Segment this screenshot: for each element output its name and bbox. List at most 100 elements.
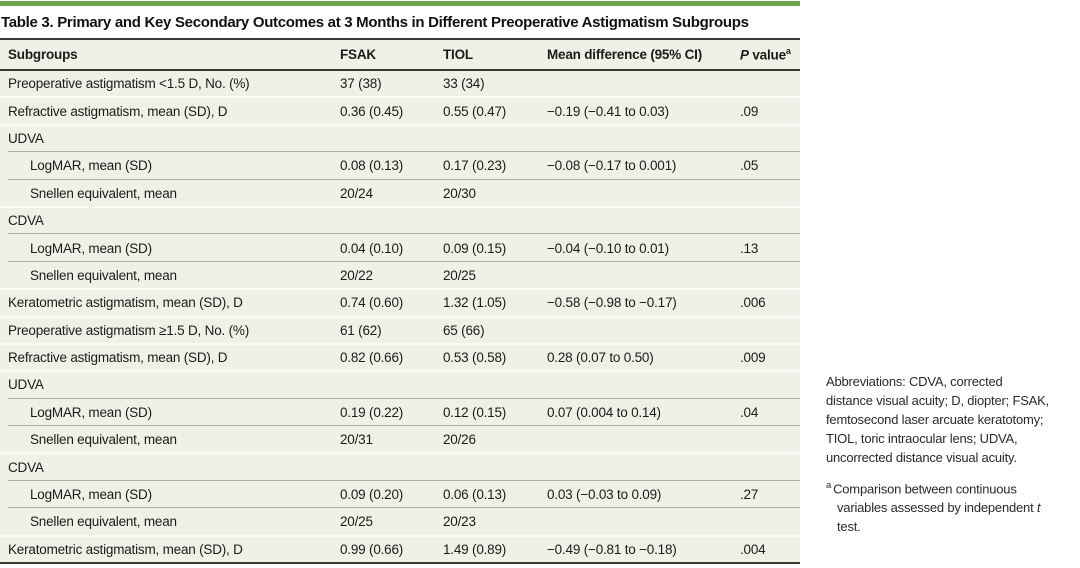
row-label: Preoperative astigmatism <1.5 D, No. (%): [8, 76, 250, 92]
col-header-fsak: FSAK: [340, 47, 376, 62]
row-label: LogMAR, mean (SD): [30, 404, 152, 420]
row-label: CDVA: [8, 213, 44, 229]
col-header-subgroups: Subgroups: [8, 47, 78, 62]
p-value-italic: P: [740, 47, 749, 63]
table-row: Snellen equivalent, mean 20/22 20/25: [0, 263, 800, 288]
table-row: Preoperative astigmatism <1.5 D, No. (%)…: [0, 71, 800, 96]
p-value-footnote-marker: a: [785, 46, 791, 57]
row-separator: [0, 479, 800, 482]
cell-tiol: 1.49 (0.89): [443, 541, 507, 557]
cell-tiol: 0.55 (0.47): [443, 103, 507, 119]
title-rule: [0, 38, 800, 40]
table-row: CDVA: [0, 208, 800, 233]
row-label: Keratometric astigmatism, mean (SD), D: [8, 541, 243, 557]
table-header-row: Subgroups FSAK TIOL Mean difference (95%…: [0, 40, 800, 69]
cell-fsak: 0.74 (0.60): [340, 295, 404, 311]
row-label: Snellen equivalent, mean: [30, 267, 177, 283]
row-label: UDVA: [8, 130, 44, 146]
cell-mean-difference: −0.04 (−0.10 to 0.01): [547, 240, 669, 256]
cell-tiol: 1.32 (1.05): [443, 295, 507, 311]
row-separator: [0, 96, 800, 99]
cell-fsak: 0.19 (0.22): [340, 404, 404, 420]
row-separator: [0, 342, 800, 345]
cell-fsak: 0.08 (0.13): [340, 158, 404, 174]
footnote-italic-t: t: [1036, 500, 1041, 516]
table-row: Keratometric astigmatism, mean (SD), D 0.…: [0, 290, 800, 315]
cell-mean-difference: −0.58 (−0.98 to −0.17): [547, 295, 677, 311]
cell-tiol: 65 (66): [443, 322, 485, 338]
table-row: Snellen equivalent, mean 20/24 20/30: [0, 181, 800, 206]
row-separator: [0, 178, 800, 181]
row-label: LogMAR, mean (SD): [30, 487, 152, 503]
row-label: Snellen equivalent, mean: [30, 514, 177, 530]
table-notes: Abbreviations: CDVA, corrected distance …: [826, 372, 1052, 536]
row-separator: [0, 151, 800, 153]
col-header-tiol: TIOL: [443, 47, 473, 62]
row-separator: [0, 288, 800, 291]
table-row: LogMAR, mean (SD) 0.19 (0.22) 0.12 (0.15) 0…: [0, 400, 800, 425]
table-row: LogMAR, mean (SD) 0.09 (0.20) 0.06 (0.13) 0…: [0, 482, 800, 507]
table-row: Refractive astigmatism, mean (SD), D 0.36…: [0, 98, 800, 123]
col-header-mean-difference: Mean difference (95% CI): [547, 47, 702, 62]
cell-tiol: 0.53 (0.58): [443, 350, 507, 366]
row-label: UDVA: [8, 377, 44, 393]
cell-mean-difference: 0.07 (0.004 to 0.14): [547, 404, 661, 420]
cell-fsak: 61 (62): [340, 322, 382, 338]
row-separator: [0, 425, 800, 427]
cell-fsak: 20/22: [340, 267, 373, 283]
table-body: Preoperative astigmatism <1.5 D, No. (%)…: [0, 71, 800, 563]
cell-p-value: .04: [740, 404, 759, 420]
cell-fsak: 0.99 (0.66): [340, 541, 404, 557]
header-rule: [0, 69, 800, 71]
cell-mean-difference: 0.03 (−0.03 to 0.09): [547, 487, 662, 503]
table-row: UDVA: [0, 126, 800, 151]
cell-fsak: 0.04 (0.10): [340, 240, 404, 256]
cell-tiol: 20/25: [443, 267, 476, 283]
row-separator: [0, 260, 800, 263]
row-label: Snellen equivalent, mean: [30, 432, 177, 448]
cell-tiol: 33 (34): [443, 76, 485, 92]
table-title: Table 3. Primary and Key Secondary Outco…: [1, 14, 749, 31]
cell-mean-difference: −0.19 (−0.41 to 0.03): [547, 103, 669, 119]
row-label: Snellen equivalent, mean: [30, 185, 177, 201]
row-label: LogMAR, mean (SD): [30, 240, 152, 256]
table-row: Keratometric astigmatism, mean (SD), D 0.…: [0, 537, 800, 562]
footnote-text-end: test.: [837, 519, 861, 535]
bottom-rule: [0, 562, 800, 565]
footnote-text: Comparison between continuous variables …: [833, 481, 1037, 516]
table-3-card: Table 3. Primary and Key Secondary Outco…: [0, 1, 800, 565]
row-separator: [0, 315, 800, 318]
footnote-marker: a: [826, 480, 832, 491]
cell-tiol: 0.17 (0.23): [443, 158, 507, 174]
footnote-a: a Comparison between continuous variables…: [826, 476, 1052, 536]
cell-tiol: 0.09 (0.15): [443, 240, 507, 256]
table-row: LogMAR, mean (SD) 0.04 (0.10) 0.09 (0.15) −…: [0, 235, 800, 260]
abbreviations-note: Abbreviations: CDVA, corrected distance …: [826, 374, 1050, 465]
cell-tiol: 0.06 (0.13): [443, 487, 507, 503]
cell-p-value: .009: [740, 350, 766, 366]
row-label: Preoperative astigmatism ≥1.5 D, No. (%): [8, 322, 249, 338]
cell-mean-difference: 0.28 (0.07 to 0.50): [547, 350, 654, 366]
cell-mean-difference: −0.08 (−0.17 to 0.001): [547, 158, 677, 174]
cell-tiol: 0.12 (0.15): [443, 404, 507, 420]
cell-p-value: .006: [740, 295, 766, 311]
table-row: CDVA: [0, 454, 800, 479]
col-header-p-value: P valuea: [732, 46, 800, 63]
row-separator: [0, 370, 800, 373]
table-row: Refractive astigmatism, mean (SD), D 0.82…: [0, 345, 800, 370]
cell-fsak: 0.09 (0.20): [340, 487, 404, 503]
row-separator: [0, 205, 800, 208]
cell-fsak: 20/24: [340, 185, 373, 201]
cell-p-value: .13: [740, 240, 759, 256]
cell-fsak: 37 (38): [340, 76, 382, 92]
cell-tiol: 20/26: [443, 432, 476, 448]
table-row: LogMAR, mean (SD) 0.08 (0.13) 0.17 (0.23) −…: [0, 153, 800, 178]
row-separator: [0, 123, 800, 126]
row-separator: [0, 507, 800, 509]
cell-fsak: 20/25: [340, 514, 373, 530]
row-separator: [0, 233, 800, 235]
cell-p-value: .05: [740, 158, 759, 174]
row-label: LogMAR, mean (SD): [30, 158, 152, 174]
table-row: Preoperative astigmatism ≥1.5 D, No. (%)…: [0, 318, 800, 343]
